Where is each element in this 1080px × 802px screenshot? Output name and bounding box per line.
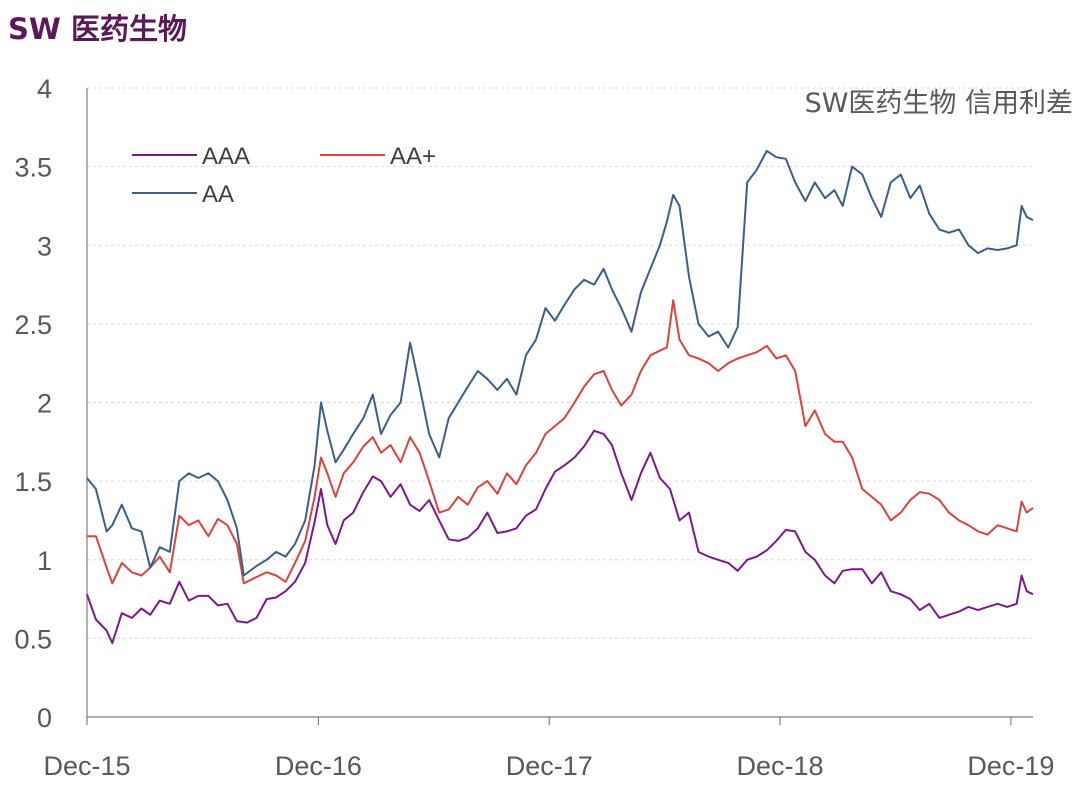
y-tick-labels: 0 0.5 1 1.5 2 2.5 3 3.5 4 (14, 74, 52, 733)
legend-item-aa: AA (132, 181, 234, 208)
series-line-aa (86, 149, 1034, 577)
legend: AAA AA+ AA (132, 143, 436, 208)
y-tick-label: 1 (37, 546, 52, 576)
x-tick-label: Dec-15 (43, 751, 130, 781)
series-lines (86, 149, 1034, 645)
chart-title: SW医药生物 信用利差 (805, 88, 1073, 119)
axes (86, 88, 1033, 725)
x-tick-label: Dec-17 (506, 751, 593, 781)
legend-item-aa-plus: AA+ (320, 143, 436, 170)
series-line-aa-plus (87, 299, 1034, 585)
y-tick-label: 0.5 (14, 624, 52, 654)
y-tick-label: 4 (37, 74, 52, 104)
series-line-aaa (86, 429, 1034, 645)
legend-item-aaa-label: AAA (202, 143, 250, 170)
x-tick-label: Dec-16 (275, 751, 362, 781)
y-tick-label: 3 (37, 231, 52, 261)
legend-item-aaa: AAA (132, 143, 250, 170)
y-tick-label: 1.5 (14, 467, 52, 497)
y-tick-label: 2 (37, 389, 52, 419)
legend-item-aa-plus-label: AA+ (390, 143, 436, 170)
x-tick-labels: Dec-15 Dec-16 Dec-17 Dec-18 Dec-19 (43, 751, 1054, 781)
y-tick-label: 3.5 (14, 153, 52, 183)
page-title: SW 医药生物 (8, 12, 187, 46)
y-tick-label: 2.5 (14, 310, 52, 340)
x-tick-label: Dec-18 (737, 751, 824, 781)
y-tick-label: 0 (37, 703, 52, 733)
x-tick-label: Dec-19 (967, 751, 1054, 781)
grid-lines (87, 87, 1033, 639)
legend-item-aa-label: AA (202, 181, 234, 208)
